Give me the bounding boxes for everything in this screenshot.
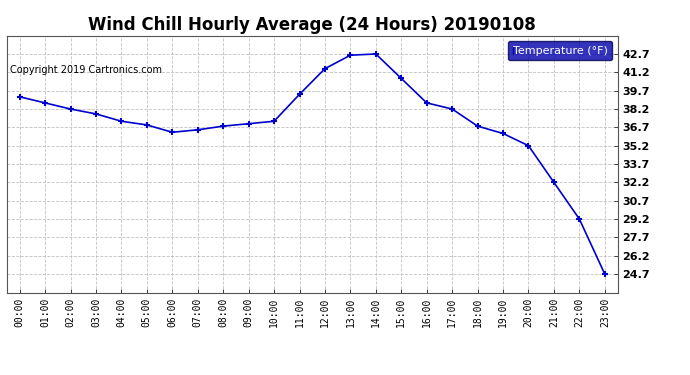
Legend: Temperature (°F): Temperature (°F) (509, 41, 612, 60)
Temperature (°F) (143, 123, 151, 127)
Temperature (°F) (473, 124, 482, 128)
Text: Copyright 2019 Cartronics.com: Copyright 2019 Cartronics.com (10, 65, 162, 75)
Temperature (°F) (499, 131, 507, 136)
Temperature (°F) (41, 100, 49, 105)
Temperature (°F) (397, 76, 406, 81)
Temperature (°F) (372, 52, 380, 56)
Temperature (°F) (92, 112, 100, 116)
Temperature (°F) (575, 217, 584, 221)
Temperature (°F) (422, 100, 431, 105)
Temperature (°F) (524, 144, 533, 148)
Temperature (°F) (244, 122, 253, 126)
Temperature (°F) (117, 119, 126, 123)
Temperature (°F) (295, 92, 304, 97)
Temperature (°F) (194, 128, 202, 132)
Temperature (°F) (219, 124, 227, 128)
Title: Wind Chill Hourly Average (24 Hours) 20190108: Wind Chill Hourly Average (24 Hours) 201… (88, 16, 536, 34)
Temperature (°F) (15, 94, 23, 99)
Line: Temperature (°F): Temperature (°F) (16, 51, 609, 278)
Temperature (°F) (601, 272, 609, 276)
Temperature (°F) (448, 107, 456, 111)
Temperature (°F) (321, 66, 329, 71)
Temperature (°F) (550, 180, 558, 184)
Temperature (°F) (66, 107, 75, 111)
Temperature (°F) (346, 53, 355, 57)
Temperature (°F) (168, 130, 177, 135)
Temperature (°F) (270, 119, 278, 123)
